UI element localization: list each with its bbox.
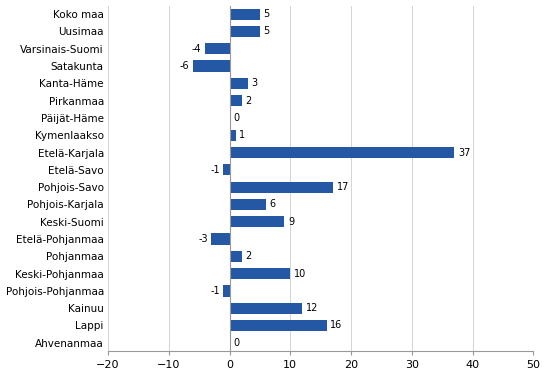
Text: 6: 6 bbox=[270, 199, 276, 209]
Bar bbox=[229, 182, 333, 193]
Bar bbox=[229, 320, 327, 331]
Bar bbox=[211, 233, 229, 245]
Text: 2: 2 bbox=[245, 96, 252, 106]
Bar bbox=[229, 268, 290, 279]
Bar bbox=[229, 78, 248, 89]
Text: 37: 37 bbox=[458, 147, 471, 158]
Bar bbox=[229, 9, 260, 20]
Bar bbox=[229, 303, 302, 314]
Text: 0: 0 bbox=[233, 113, 239, 123]
Bar bbox=[229, 199, 266, 210]
Text: 3: 3 bbox=[251, 78, 258, 88]
Text: 12: 12 bbox=[306, 303, 318, 313]
Text: -6: -6 bbox=[180, 61, 189, 71]
Bar bbox=[205, 43, 229, 55]
Bar bbox=[229, 130, 236, 141]
Text: -4: -4 bbox=[192, 44, 201, 54]
Text: -3: -3 bbox=[198, 234, 207, 244]
Text: -1: -1 bbox=[210, 286, 220, 296]
Text: 10: 10 bbox=[294, 268, 306, 279]
Bar bbox=[223, 285, 229, 297]
Text: -1: -1 bbox=[210, 165, 220, 175]
Bar bbox=[229, 251, 242, 262]
Text: 0: 0 bbox=[233, 338, 239, 348]
Bar bbox=[229, 95, 242, 106]
Bar bbox=[229, 26, 260, 37]
Bar bbox=[193, 61, 229, 72]
Text: 17: 17 bbox=[336, 182, 349, 192]
Text: 5: 5 bbox=[264, 26, 270, 36]
Text: 9: 9 bbox=[288, 217, 294, 227]
Text: 16: 16 bbox=[330, 320, 343, 331]
Bar bbox=[223, 164, 229, 176]
Bar bbox=[229, 216, 284, 227]
Text: 5: 5 bbox=[264, 9, 270, 19]
Text: 1: 1 bbox=[239, 130, 245, 140]
Bar bbox=[229, 147, 454, 158]
Text: 2: 2 bbox=[245, 251, 252, 261]
